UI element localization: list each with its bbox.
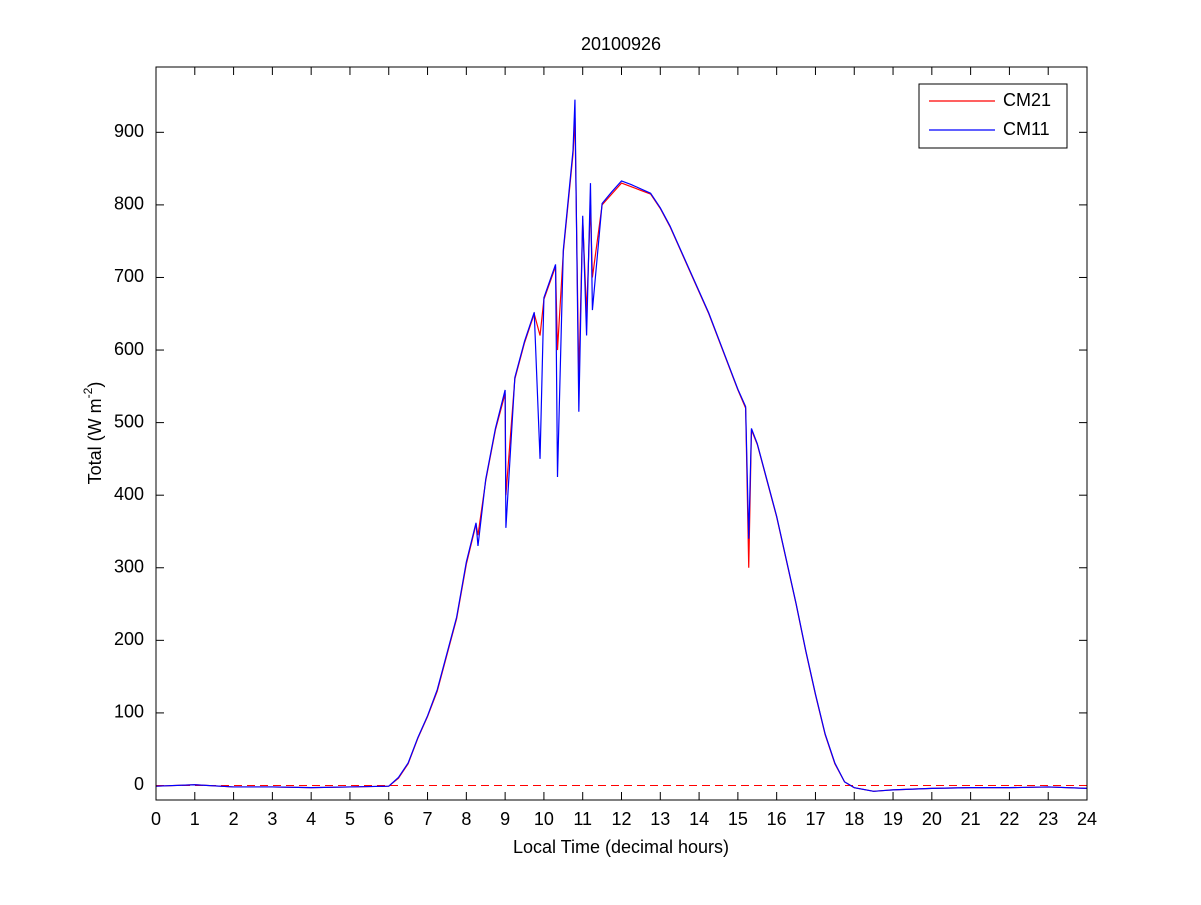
x-tick-label: 13 — [650, 809, 670, 829]
plot-frame — [155, 66, 1088, 801]
y-tick-label: 800 — [114, 194, 144, 214]
x-tick-label: 2 — [229, 809, 239, 829]
x-tick-label: 11 — [573, 809, 592, 829]
x-tick-label: 24 — [1077, 809, 1097, 829]
chart-title: 20100926 — [581, 34, 661, 54]
x-tick-label: 3 — [267, 809, 277, 829]
y-tick-label: 500 — [114, 411, 144, 431]
y-tick-label: 400 — [114, 484, 144, 504]
x-tick-label: 5 — [345, 809, 355, 829]
x-tick-label: 8 — [461, 809, 471, 829]
y-label-text: Total (W m — [85, 398, 105, 484]
y-tick-label: 100 — [114, 702, 144, 722]
x-tick-label: 20 — [922, 809, 942, 829]
legend-label: CM11 — [1003, 119, 1050, 139]
x-tick-label: 7 — [423, 809, 433, 829]
x-tick-label: 15 — [728, 809, 748, 829]
y-tick-label: 300 — [114, 557, 144, 577]
y-label-sup: -2 — [81, 387, 95, 398]
y-tick-label: 0 — [134, 774, 144, 794]
x-tick-label: 16 — [767, 809, 787, 829]
x-tick-label: 4 — [306, 809, 316, 829]
x-tick-label: 0 — [151, 809, 161, 829]
x-axis-label: Local Time (decimal hours) — [513, 837, 729, 857]
series-line — [155, 99, 1088, 792]
y-tick-label: 200 — [114, 629, 144, 649]
x-tick-label: 19 — [883, 809, 903, 829]
x-tick-label: 21 — [961, 809, 981, 829]
y-label-suffix: ) — [85, 382, 105, 388]
legend-box — [918, 83, 1068, 149]
x-tick-label: 1 — [190, 809, 200, 829]
x-tick-label: 10 — [534, 809, 554, 829]
y-tick-label: 900 — [114, 121, 144, 141]
x-tick-label: 14 — [689, 809, 709, 829]
x-tick-label: 23 — [1038, 809, 1058, 829]
x-tick-label: 22 — [999, 809, 1019, 829]
plot-area — [156, 67, 1087, 800]
x-tick-label: 12 — [611, 809, 631, 829]
legend-label: CM21 — [1003, 90, 1051, 110]
x-tick-label: 9 — [500, 809, 510, 829]
x-tick-label: 17 — [805, 809, 825, 829]
x-tick-label: 18 — [844, 809, 864, 829]
y-tick-label: 600 — [114, 339, 144, 359]
y-axis-label: Total (W m-2) — [81, 382, 105, 485]
y-tick-label: 700 — [114, 266, 144, 286]
x-tick-label: 6 — [384, 809, 394, 829]
